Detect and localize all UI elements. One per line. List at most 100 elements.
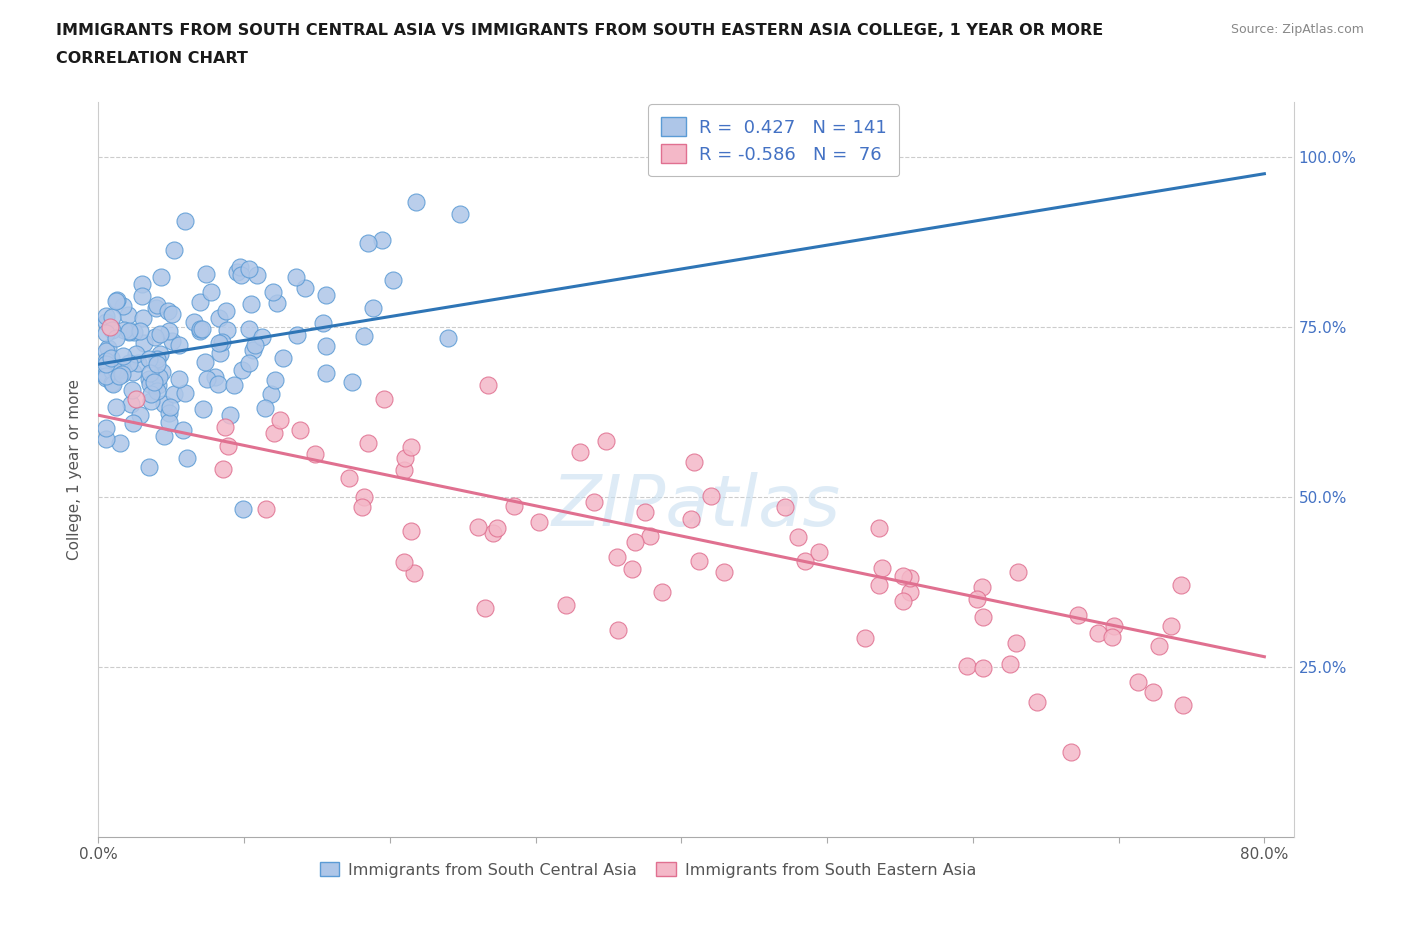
Point xyxy=(350,499,373,514)
Point xyxy=(898,585,921,600)
Point xyxy=(112,349,135,364)
Point xyxy=(157,323,180,338)
Point xyxy=(139,393,162,408)
Point xyxy=(153,397,176,412)
Point xyxy=(129,324,152,339)
Point xyxy=(638,529,661,544)
Point xyxy=(1170,578,1192,592)
Point xyxy=(110,363,132,378)
Point xyxy=(583,494,606,509)
Point xyxy=(226,264,249,279)
Point xyxy=(554,597,576,612)
Point xyxy=(1007,565,1029,579)
Point xyxy=(141,387,163,402)
Point xyxy=(1087,625,1109,640)
Point xyxy=(145,352,167,366)
Point xyxy=(651,585,673,600)
Y-axis label: College, 1 year or more: College, 1 year or more xyxy=(67,379,83,560)
Point xyxy=(807,545,830,560)
Point xyxy=(211,334,233,349)
Point xyxy=(162,307,184,322)
Point xyxy=(100,351,122,365)
Point xyxy=(269,413,291,428)
Point xyxy=(191,322,214,337)
Point xyxy=(208,336,231,351)
Point xyxy=(217,438,239,453)
Point xyxy=(112,299,135,313)
Point xyxy=(153,429,176,444)
Point xyxy=(104,330,127,345)
Point xyxy=(122,365,145,379)
Point xyxy=(482,525,505,540)
Point xyxy=(1066,607,1088,622)
Point xyxy=(142,375,165,390)
Point xyxy=(1101,630,1123,644)
Point xyxy=(681,512,703,526)
Point xyxy=(160,333,183,348)
Point xyxy=(357,236,380,251)
Point xyxy=(371,232,394,247)
Point xyxy=(1104,618,1126,633)
Point xyxy=(232,501,254,516)
Point xyxy=(105,292,128,307)
Point xyxy=(215,304,238,319)
Point xyxy=(195,372,218,387)
Point xyxy=(228,259,250,274)
Point xyxy=(713,565,735,579)
Point xyxy=(145,300,167,315)
Point xyxy=(394,450,416,465)
Point xyxy=(150,365,173,379)
Point xyxy=(240,297,263,312)
Point xyxy=(243,338,266,352)
Point xyxy=(254,401,277,416)
Point xyxy=(620,562,643,577)
Point xyxy=(146,356,169,371)
Point xyxy=(105,294,128,309)
Point xyxy=(262,285,284,299)
Point xyxy=(238,322,260,337)
Point xyxy=(998,657,1021,671)
Point xyxy=(194,355,217,370)
Point xyxy=(266,296,288,311)
Point xyxy=(503,498,526,513)
Point xyxy=(392,554,415,569)
Text: CORRELATION CHART: CORRELATION CHART xyxy=(56,51,247,66)
Point xyxy=(104,400,127,415)
Point xyxy=(238,261,260,276)
Point xyxy=(353,490,375,505)
Point xyxy=(118,356,141,371)
Point xyxy=(972,661,994,676)
Point xyxy=(138,372,160,387)
Point xyxy=(209,345,232,360)
Point xyxy=(143,329,166,344)
Point xyxy=(97,340,120,355)
Point xyxy=(688,553,710,568)
Point xyxy=(1060,745,1083,760)
Point xyxy=(174,385,197,400)
Point xyxy=(1160,618,1182,633)
Point xyxy=(361,300,384,315)
Point xyxy=(139,365,162,380)
Point xyxy=(124,347,146,362)
Point xyxy=(1147,639,1170,654)
Point xyxy=(101,376,124,391)
Point xyxy=(304,446,326,461)
Point xyxy=(337,471,360,485)
Point xyxy=(1025,695,1047,710)
Point xyxy=(893,593,915,608)
Point xyxy=(131,288,153,303)
Legend: Immigrants from South Central Asia, Immigrants from South Eastern Asia: Immigrants from South Central Asia, Immi… xyxy=(314,856,983,884)
Point xyxy=(145,377,167,392)
Point xyxy=(108,435,131,450)
Point xyxy=(634,505,657,520)
Point xyxy=(131,311,153,325)
Point xyxy=(127,355,149,370)
Point xyxy=(149,347,172,362)
Point xyxy=(94,368,117,383)
Point xyxy=(399,440,422,455)
Point xyxy=(94,421,117,436)
Point xyxy=(606,622,628,637)
Point xyxy=(315,365,337,380)
Point xyxy=(288,422,311,437)
Point xyxy=(294,281,316,296)
